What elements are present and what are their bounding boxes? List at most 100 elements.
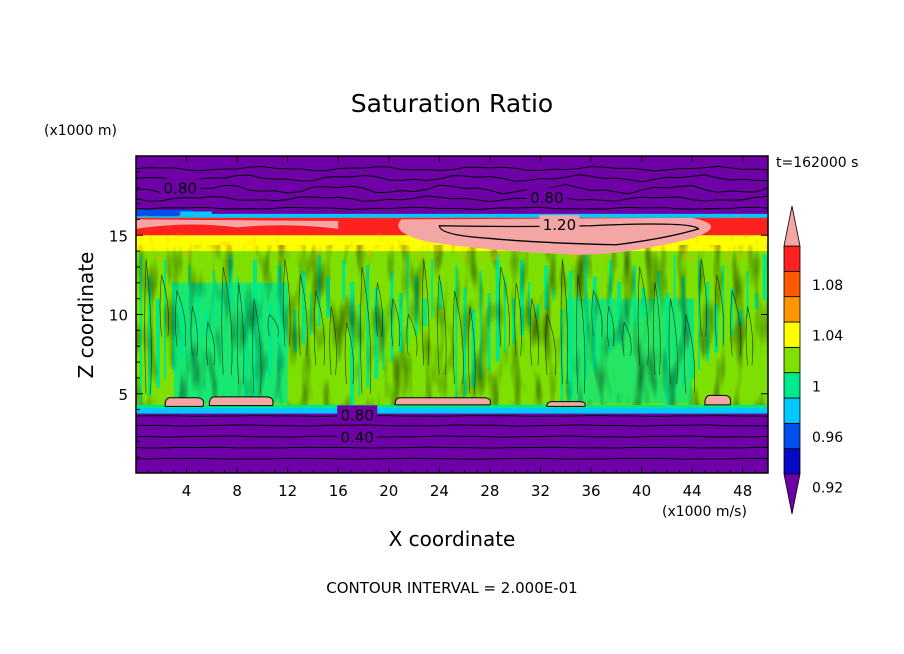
- contour-label-background: [337, 405, 378, 423]
- contour-label-background: [160, 178, 201, 196]
- contour-line: [136, 165, 768, 172]
- contour-line: [606, 305, 615, 347]
- edge-patch: [180, 211, 212, 217]
- supersaturated-patch: [136, 219, 339, 229]
- x-tick-label: 36: [581, 482, 600, 500]
- contour-line: [406, 313, 418, 356]
- contour-label: 0.80: [340, 406, 373, 424]
- contour-line: [283, 258, 291, 347]
- contour-line: [468, 306, 476, 394]
- x-tick-label: 4: [182, 482, 192, 500]
- contour-line: [136, 206, 768, 210]
- contour-line: [267, 313, 279, 337]
- contour-line: [159, 274, 169, 337]
- colorbar-swatch: [783, 321, 801, 348]
- y-unit-label: (x1000 m): [44, 123, 117, 139]
- colorbar-tick-label: 0.96: [812, 430, 843, 446]
- contour-line: [236, 282, 245, 385]
- contour-line: [252, 298, 262, 394]
- contour-line: [136, 195, 768, 203]
- contour-line: [136, 424, 768, 427]
- contour-line: [499, 266, 510, 347]
- contour-line: [452, 290, 464, 385]
- contour-line: [221, 266, 233, 375]
- colorbar-swatch: [783, 422, 801, 450]
- contour-line: [136, 457, 768, 460]
- contour-line: [329, 306, 337, 375]
- contour-line: [190, 306, 198, 356]
- contour-line: [560, 258, 569, 385]
- time-label: t=162000 s: [776, 155, 858, 171]
- contour-line: [136, 435, 768, 438]
- contour-line: [699, 258, 707, 337]
- contour-label-background: [526, 188, 567, 206]
- colorbar-swatch: [783, 397, 801, 424]
- x-axis-label: X coordinate: [389, 527, 516, 551]
- y-tick-label: 15: [109, 227, 128, 245]
- x-tick-label: 16: [329, 482, 348, 500]
- contour-line: [391, 298, 401, 347]
- low-level-cloud-patch: [546, 401, 586, 407]
- contour-line: [668, 298, 678, 385]
- contour-line: [437, 274, 447, 375]
- x-tick-label: 32: [531, 482, 550, 500]
- contour-line: [205, 321, 216, 366]
- colorbar: 1.08 1.04 1 0.96 0.92: [783, 205, 843, 515]
- contour-line: [684, 314, 695, 394]
- contour-label: 0.80: [164, 180, 197, 198]
- contour-line: [714, 274, 725, 347]
- contour-line: [637, 266, 649, 366]
- low-level-cloud-patch: [394, 397, 491, 406]
- x-tick-label: 48: [733, 482, 752, 500]
- contour-line: [298, 274, 308, 356]
- contour-line: [375, 282, 383, 337]
- contour-line: [175, 290, 187, 347]
- edge-patch: [136, 209, 193, 217]
- contour-label-background: [337, 427, 378, 445]
- contour-line: [421, 258, 430, 366]
- y-tick-label: 5: [118, 386, 128, 404]
- x-tick-label: 44: [683, 482, 702, 500]
- contour-line: [529, 298, 539, 366]
- contour-line: [136, 174, 768, 183]
- contour-interval-note: CONTOUR INTERVAL = 2.000E-01: [326, 579, 577, 597]
- y-axis-label: Z coordinate: [74, 252, 98, 379]
- colorbar-swatch: [783, 448, 801, 475]
- colorbar-swatch: [783, 270, 801, 298]
- contour-line: [344, 322, 354, 385]
- colorbar-swatch: [783, 296, 801, 323]
- contour-line: [144, 258, 152, 394]
- colorbar-tick-label: 1.04: [812, 329, 843, 345]
- contour-line: [514, 282, 522, 356]
- contour-label-background: [539, 215, 580, 233]
- x-tick-label: 28: [480, 482, 499, 500]
- colorbar-high-arrow: [783, 205, 801, 247]
- contour-line: [360, 266, 372, 394]
- contour-line: [576, 274, 586, 394]
- contour-label: 1.20: [543, 216, 576, 234]
- colorbar-swatch: [783, 372, 801, 399]
- field-band: [136, 405, 768, 414]
- x-tick-label: 20: [379, 482, 398, 500]
- x-unit-label: (x1000 m/s): [662, 504, 747, 520]
- low-level-cloud-patch: [704, 394, 732, 406]
- low-level-cloud-patch: [164, 397, 205, 407]
- contour-line: [136, 184, 768, 195]
- colorbar-tick-label: 1: [812, 379, 821, 395]
- contour-line: [545, 314, 557, 375]
- colorbar-swatch: [783, 245, 801, 272]
- colorbar-tick-label: 1.08: [812, 278, 843, 294]
- contour-line: [653, 282, 661, 375]
- contour-label: 0.80: [530, 189, 563, 207]
- colorbar-swatch: [783, 346, 801, 374]
- y-tick-label: 10: [109, 307, 128, 325]
- contour-label: 0.40: [340, 429, 373, 447]
- x-axis: 4 8 12 16 20 24 28 32 36 40 44 48: [148, 156, 756, 500]
- contour-line: [730, 290, 742, 356]
- contour-line: [622, 321, 632, 356]
- y-axis: 5 10 15: [109, 171, 768, 458]
- contour-line: [745, 306, 754, 366]
- supersaturated-patch: [398, 217, 712, 255]
- green-speckle-texture: [136, 245, 768, 405]
